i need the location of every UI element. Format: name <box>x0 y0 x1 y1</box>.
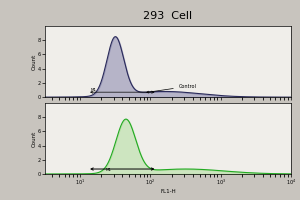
Text: Control: Control <box>147 84 196 93</box>
Y-axis label: Count: Count <box>31 130 36 147</box>
Text: M1: M1 <box>91 88 97 92</box>
X-axis label: FL1-H: FL1-H <box>160 189 176 194</box>
Text: M1: M1 <box>105 168 111 172</box>
Y-axis label: Count: Count <box>31 53 36 70</box>
Text: 293  Cell: 293 Cell <box>143 11 193 21</box>
